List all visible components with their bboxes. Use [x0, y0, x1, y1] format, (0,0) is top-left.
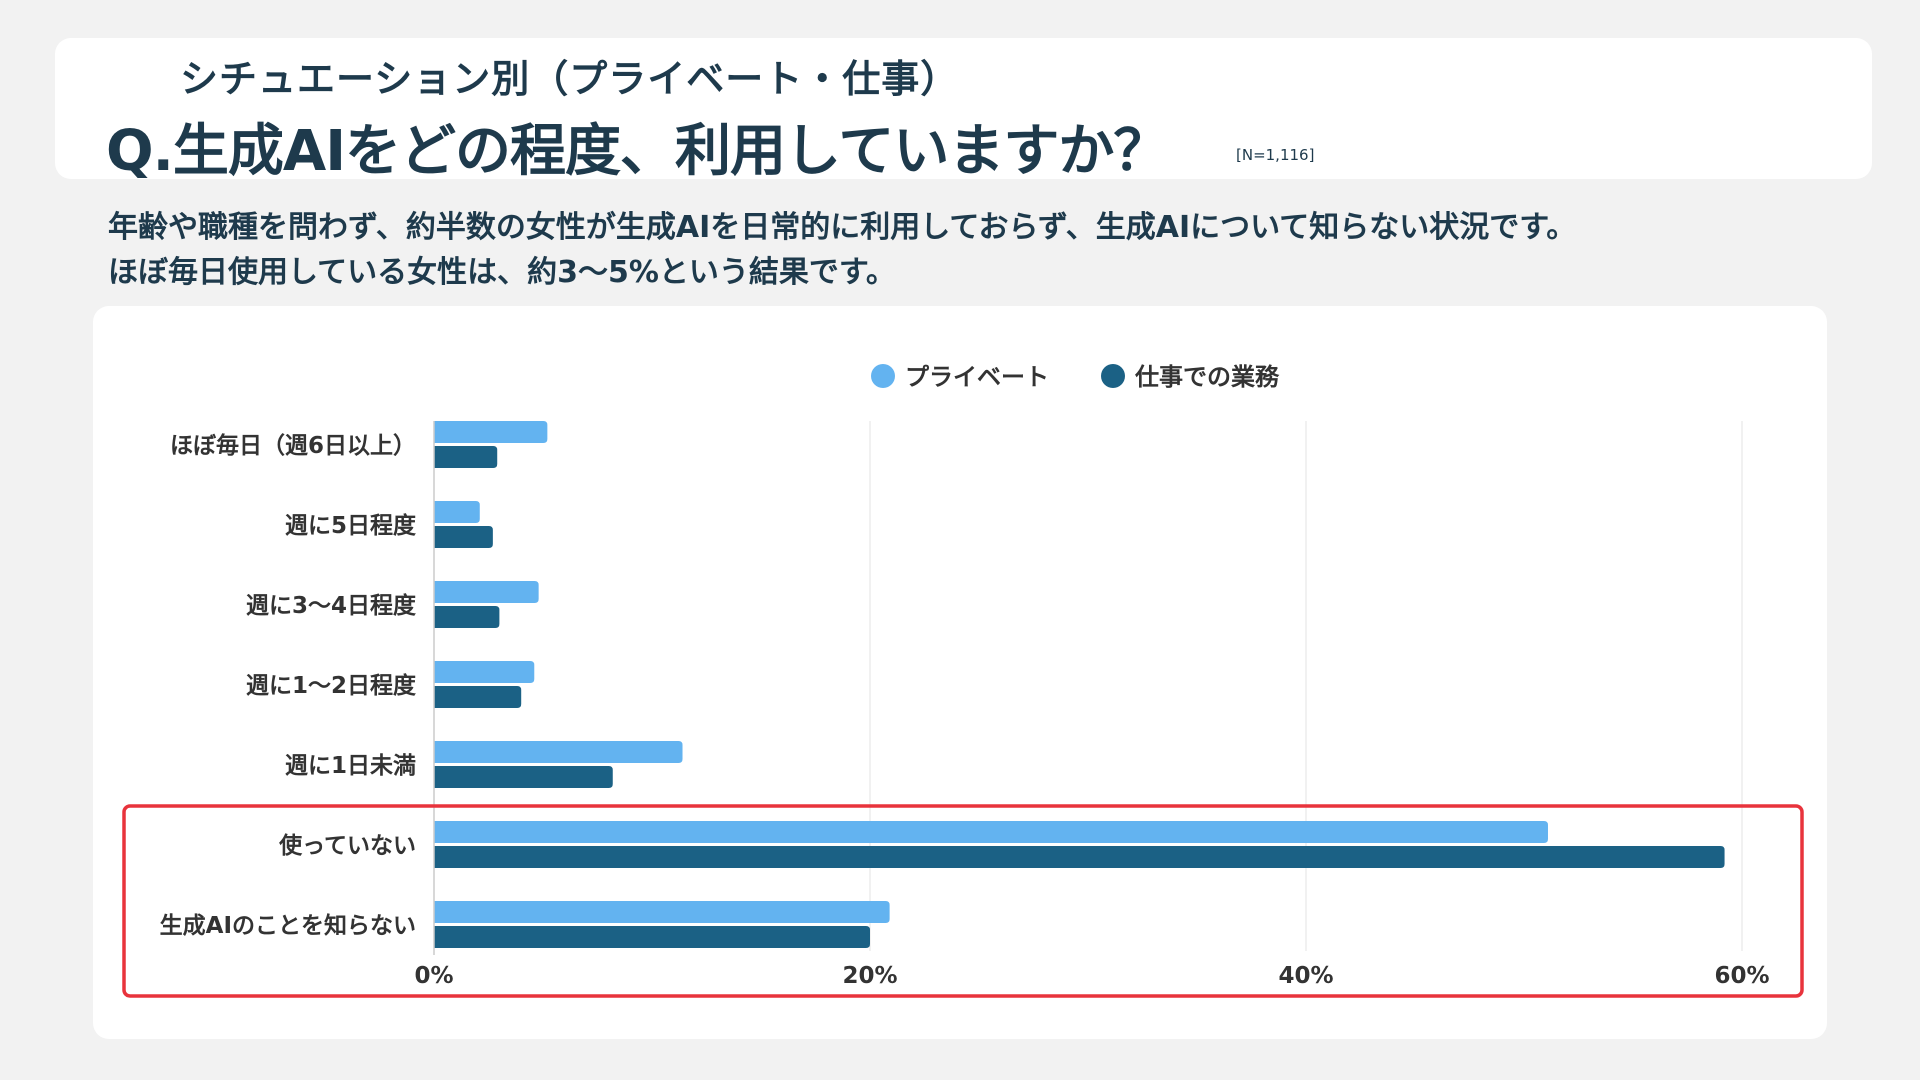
category-label-6: 生成AIのことを知らない [160, 912, 416, 939]
category-label-4: 週に1日未満 [285, 753, 416, 779]
category-label-5: 使っていない [278, 833, 416, 859]
bar-work-1 [434, 526, 493, 548]
description-line-1: 年齢や職種を問わず、約半数の女性が生成AIを日常的に利用しておらず、生成AIにつ… [108, 210, 1577, 245]
x-tick-label-0: 0% [414, 963, 453, 989]
highlight-box [122, 804, 1804, 998]
legend-work-marker [1101, 364, 1125, 388]
bar-chart: ほぼ毎日（週6日以上） 週に5日程度週に3～4日程度週に1～2日程度週に1日未満使… [122, 363, 1804, 998]
bar-work-4 [434, 766, 613, 788]
title-card [55, 38, 1872, 179]
x-tick-label-60: 60% [1714, 963, 1769, 989]
x-tick-label-40: 40% [1278, 963, 1333, 989]
legend-private-label: プライベート [905, 363, 1049, 391]
bar-work-0 [434, 446, 498, 468]
bar-work-3 [434, 686, 522, 708]
bar-private-6 [434, 901, 890, 923]
category-label-0: ほぼ毎日（週6日以上） [170, 432, 416, 459]
bar-private-0 [434, 421, 548, 443]
x-tick-label-20: 20% [842, 963, 897, 989]
bar-private-2 [434, 581, 539, 603]
chart-card: ほぼ毎日（週6日以上） 週に5日程度週に3～4日程度 週に1～2日程度週に1日未満使… [93, 306, 1827, 1039]
page-subtitle: シチュエーション別（プライベート・仕事） [180, 57, 960, 101]
bar-private-3 [434, 661, 535, 683]
bar-private-5 [434, 821, 1548, 843]
legend-work-label: 仕事での業務 [1134, 363, 1280, 391]
page-title: Q.生成AIをどの程度、利用していますか？ [106, 119, 1169, 184]
category-label-1: 週に5日程度 [285, 512, 417, 539]
legend-private-marker [871, 364, 895, 388]
bar-private-4 [434, 741, 683, 763]
category-label-2: 週に3～4日程度 [246, 592, 417, 619]
bar-work-5 [434, 846, 1725, 868]
bar-work-2 [434, 606, 500, 628]
bar-private-1 [434, 501, 480, 523]
bar-work-6 [434, 926, 870, 948]
category-label-3: 週に1～2日程度 [246, 672, 417, 699]
description-line-2: ほぼ毎日使用している女性は、約3〜5%という結果です。 [108, 255, 896, 290]
sample-size: [N=1,116] [1236, 146, 1315, 164]
